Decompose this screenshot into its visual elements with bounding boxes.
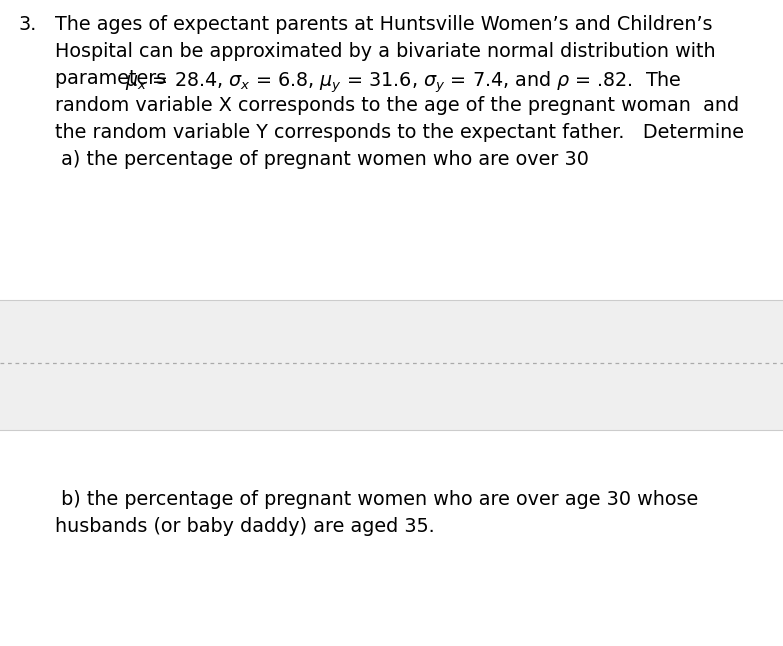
Text: husbands (or baby daddy) are aged 35.: husbands (or baby daddy) are aged 35. (55, 517, 435, 536)
Bar (0, 300, 783, 430)
Text: b) the percentage of pregnant women who are over age 30 whose: b) the percentage of pregnant women who … (55, 490, 698, 509)
Text: Hospital can be approximated by a bivariate normal distribution with: Hospital can be approximated by a bivari… (55, 42, 716, 61)
Text: 3.: 3. (18, 15, 36, 34)
Text: a) the percentage of pregnant women who are over 30: a) the percentage of pregnant women who … (55, 150, 589, 169)
Text: parameters: parameters (55, 69, 172, 88)
Text: $\mu_x$ = 28.4, $\sigma_x$ = 6.8, $\mu_y$ = 31.6, $\sigma_y$ = 7.4, and $\rho$ =: $\mu_x$ = 28.4, $\sigma_x$ = 6.8, $\mu_y… (125, 69, 682, 94)
Text: The ages of expectant parents at Huntsville Women’s and Children’s: The ages of expectant parents at Huntsvi… (55, 15, 713, 34)
Text: the random variable Y corresponds to the expectant father.   Determine: the random variable Y corresponds to the… (55, 123, 744, 142)
Text: random variable X corresponds to the age of the pregnant woman  and: random variable X corresponds to the age… (55, 96, 739, 115)
